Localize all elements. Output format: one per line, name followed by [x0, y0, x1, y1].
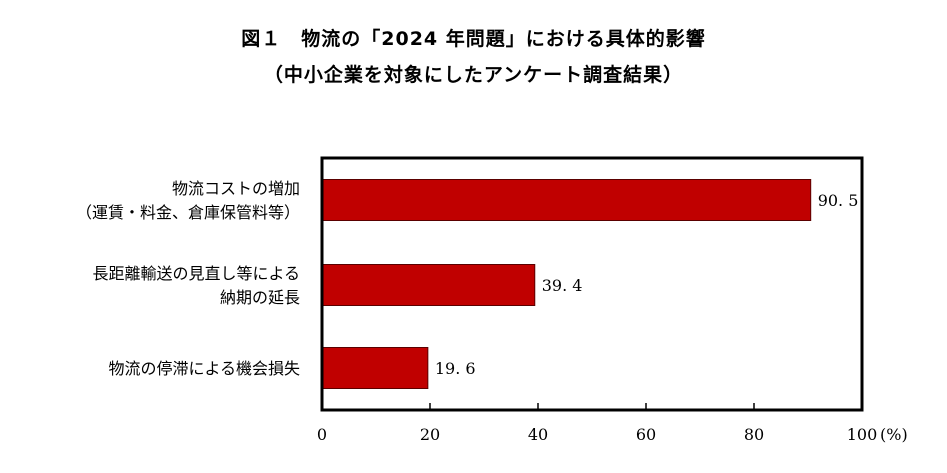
category-label-1-line-2: （運賃・料金、倉庫保管料等） [76, 203, 300, 222]
data-label-2: 39. 4 [542, 276, 583, 295]
category-label-3-line-1: 物流の停滞による機会損失 [108, 359, 300, 378]
chart-title: 図１ 物流の「2024 年問題」における具体的影響 [241, 28, 706, 50]
data-label-1: 90. 5 [818, 191, 859, 210]
x-tick-label-80: 80 [744, 425, 764, 444]
x-tick-label-100: 100 [847, 425, 878, 444]
unit-label: (%) [880, 425, 908, 444]
data-label-3: 19. 6 [435, 359, 476, 378]
x-tick-label-60: 60 [636, 425, 656, 444]
plot-frame [320, 156, 864, 412]
category-label-2-line-2: 納期の延長 [220, 288, 300, 307]
x-tick-label-40: 40 [528, 425, 548, 444]
bar-2 [321, 264, 536, 306]
chart-subtitle: （中小企業を対象にしたアンケート調査結果） [263, 64, 684, 86]
x-tick-label-20: 20 [420, 425, 440, 444]
bar-3 [321, 347, 429, 389]
category-label-1-line-1: 物流コストの増加 [172, 179, 300, 198]
category-label-2-line-1: 長距離輸送の見直し等による [92, 264, 300, 283]
x-tick-label-0: 0 [317, 425, 327, 444]
bar-1 [321, 179, 812, 221]
